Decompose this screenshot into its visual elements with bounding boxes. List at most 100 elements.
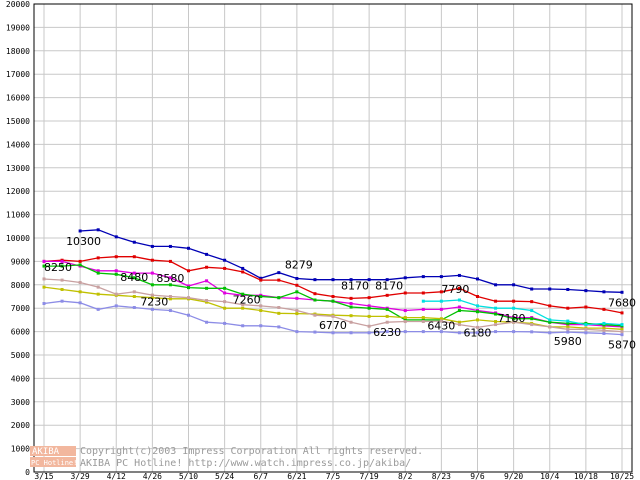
data-point [367, 331, 371, 335]
data-point [367, 306, 371, 310]
data-point [620, 323, 624, 327]
y-tick-label: 11000 [6, 211, 30, 220]
data-point [548, 287, 552, 291]
data-point [349, 302, 353, 306]
series-7 [42, 299, 624, 337]
data-point [602, 321, 606, 325]
x-axis-ticks: 3/15 3/29 4/12 4/26 5/10 5/24 6/7 6/21 7/5 7/19 8/… [34, 472, 634, 480]
series-lines [42, 228, 624, 337]
data-point [96, 256, 100, 260]
data-point [132, 240, 136, 244]
data-label: 8279 [285, 259, 313, 272]
grid-lines [34, 3, 632, 473]
series-3 [42, 263, 624, 328]
x-tick-label: 10/4 [540, 472, 559, 480]
data-point [494, 306, 498, 310]
y-tick-label: 20000 [6, 0, 30, 9]
data-point [96, 269, 100, 273]
data-point [150, 296, 154, 300]
data-point [168, 309, 172, 313]
data-point [349, 320, 353, 324]
data-point [349, 314, 353, 318]
data-point [530, 309, 534, 313]
data-point [223, 258, 227, 262]
y-tick-label: 17000 [6, 70, 30, 79]
data-point [457, 305, 461, 309]
data-point [403, 320, 407, 324]
y-tick-label: 19000 [6, 23, 30, 32]
data-point [530, 323, 534, 327]
data-point [241, 292, 245, 296]
y-tick-label: 18000 [6, 47, 30, 56]
data-point [620, 311, 624, 315]
data-point [150, 283, 154, 287]
data-point [421, 318, 425, 322]
data-point [548, 325, 552, 329]
y-tick-label: 8000 [11, 281, 30, 290]
data-point [566, 327, 570, 331]
data-point [42, 302, 46, 306]
data-point [259, 304, 263, 308]
data-point [277, 325, 281, 329]
data-point [403, 318, 407, 322]
data-point [403, 276, 407, 280]
data-point [331, 295, 335, 298]
data-point [168, 295, 172, 298]
data-point [96, 307, 100, 311]
y-tick-label: 13000 [6, 164, 30, 173]
y-tick-label: 15000 [6, 117, 30, 126]
data-point [349, 331, 353, 335]
data-point [223, 286, 227, 290]
data-point [584, 331, 588, 335]
data-point [205, 298, 209, 302]
data-point [205, 252, 209, 256]
data-point [114, 269, 118, 273]
x-tick-label: 4/12 [107, 472, 126, 480]
data-point [114, 255, 118, 259]
data-point [277, 278, 281, 282]
data-point [385, 314, 389, 318]
data-point [620, 327, 624, 331]
data-point [530, 330, 534, 334]
y-tick-label: 10000 [6, 234, 30, 243]
data-point [349, 278, 353, 282]
data-point [114, 304, 118, 308]
data-point [457, 286, 461, 290]
data-point [421, 320, 425, 324]
data-point [168, 259, 172, 263]
data-point [223, 306, 227, 310]
data-point [241, 306, 245, 310]
data-point [403, 330, 407, 334]
data-point [132, 305, 136, 309]
data-point [331, 278, 335, 282]
data-point [277, 311, 281, 315]
x-tick-label: 8/23 [432, 472, 451, 480]
watermark: AKIBA PC Hotline! Copyright(c)2003 Impre… [30, 446, 423, 469]
data-point [512, 283, 516, 287]
data-point [78, 263, 82, 267]
data-point [439, 307, 443, 311]
data-point [602, 331, 606, 335]
data-point [494, 320, 498, 324]
data-point [223, 266, 227, 270]
data-point [205, 279, 209, 283]
data-label: 6230 [373, 326, 401, 339]
data-point [457, 323, 461, 327]
data-point [168, 244, 172, 248]
data-point [439, 330, 443, 334]
y-tick-label: 4000 [11, 374, 30, 383]
data-point [187, 286, 190, 290]
data-point [512, 320, 516, 324]
data-point [566, 319, 570, 323]
data-point [60, 299, 64, 303]
data-point [439, 317, 443, 321]
data-point [439, 319, 443, 323]
series-4 [421, 298, 624, 327]
data-point [512, 330, 516, 334]
data-point [584, 289, 588, 293]
data-point [494, 323, 498, 327]
data-point [187, 284, 190, 288]
data-point [168, 297, 172, 301]
data-point [548, 331, 552, 335]
data-point [187, 269, 190, 273]
